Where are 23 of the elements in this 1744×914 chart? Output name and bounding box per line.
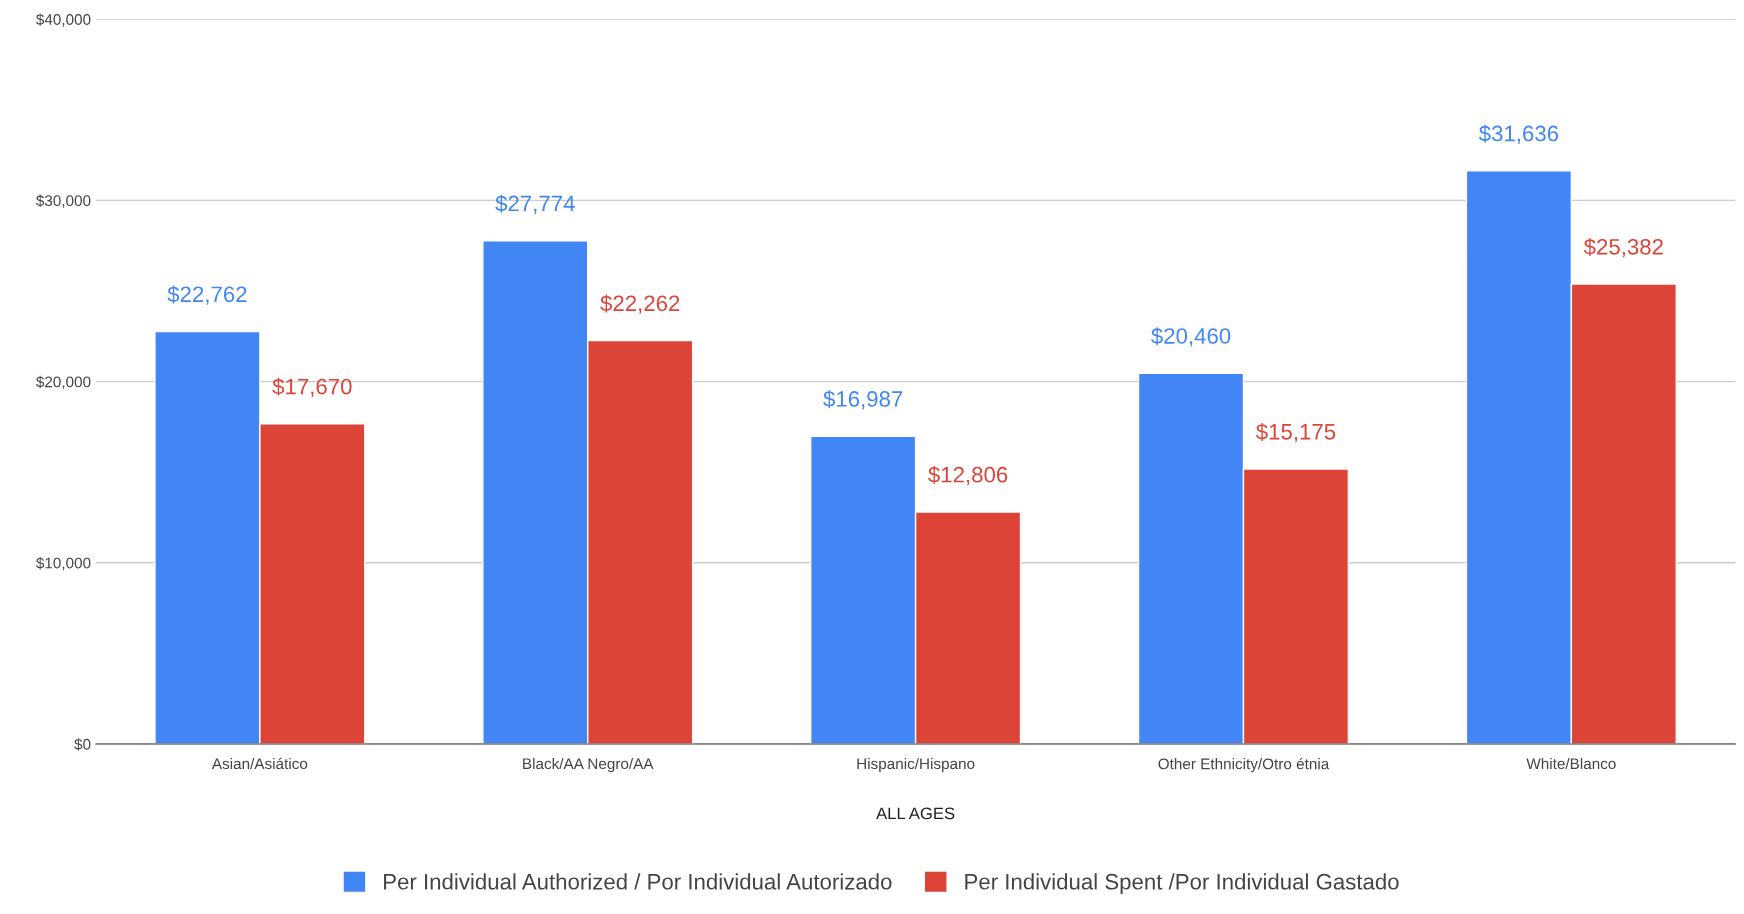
data-label: $22,762 — [167, 285, 247, 305]
x-tick-label: White/Blanco — [1526, 757, 1616, 770]
data-label: $17,670 — [272, 377, 352, 398]
y-tick-label: $0 — [74, 738, 91, 751]
x-tick-label: Asian/Asiático — [211, 757, 308, 770]
data-label: $25,382 — [1583, 238, 1663, 258]
legend-label: Per Individual Authorized / Por Individual Autorizado — [384, 873, 892, 890]
x-axis-title: ALL AGES — [876, 807, 955, 820]
data-label: $27,774 — [495, 194, 575, 214]
legend-label: Per Individual Spent /Por Individual Gastado — [965, 873, 1399, 894]
x-tick-label: Other Ethnicity/Otro étnia — [1158, 757, 1330, 773]
y-tick-label: $20,000 — [36, 375, 91, 390]
data-label: $31,636 — [1478, 124, 1559, 144]
y-tick-label: $40,000 — [36, 13, 91, 27]
x-tick-label: Hispanic/Hispano — [857, 757, 975, 773]
x-tick-label: Black/AA Negro/AA — [523, 757, 654, 773]
y-tick-label: $10,000 — [36, 557, 91, 571]
data-label: $12,806 — [928, 465, 1008, 486]
data-label: $22,262 — [600, 294, 680, 314]
data-label: $15,175 — [1256, 422, 1336, 443]
data-label: $20,460 — [1151, 327, 1231, 347]
y-tick-label: $30,000 — [36, 194, 91, 208]
data-label: $16,987 — [823, 390, 903, 410]
